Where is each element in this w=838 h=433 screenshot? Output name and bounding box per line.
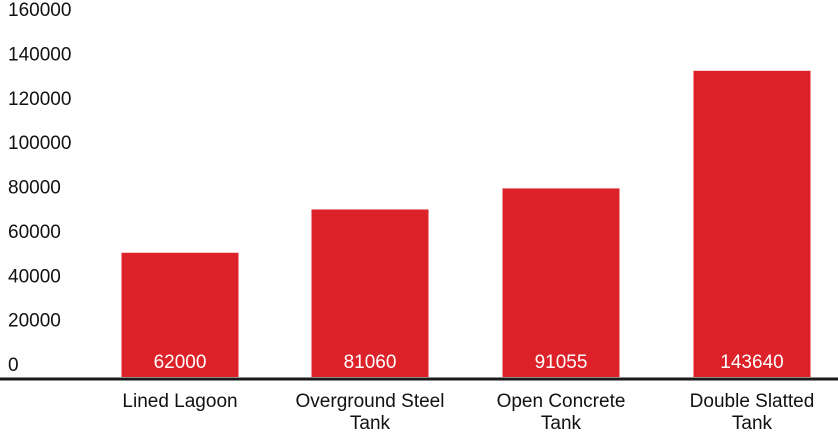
y-axis-ticks: 0 20000 40000 60000 80000 100000 120000 140000 1… [8, 0, 71, 376]
x-tick-label: Double Slatted Tank [690, 391, 815, 433]
x-tick-label-line: Overground Steel [296, 391, 445, 412]
x-tick-label: Overground Steel Tank [296, 391, 445, 433]
bars-group [121, 70, 811, 377]
y-tick-label: 160000 [8, 0, 71, 21]
data-labels-group: 62000 81060 91055 143640 [154, 352, 784, 373]
y-tick-label: 0 [8, 355, 19, 376]
x-tick-label: Lined Lagoon [122, 391, 237, 412]
bar [693, 70, 811, 377]
x-tick-label: Open Concrete Tank [497, 391, 626, 433]
y-tick-label: 140000 [8, 44, 71, 65]
y-tick-label: 40000 [8, 266, 61, 287]
bar-data-label: 143640 [720, 352, 783, 373]
x-tick-label-line: Tank [732, 413, 773, 433]
bar [502, 188, 620, 377]
y-tick-label: 80000 [8, 178, 61, 199]
bar-data-label: 91055 [535, 352, 588, 373]
bar-data-label: 62000 [154, 352, 207, 373]
x-tick-label-line: Open Concrete [497, 391, 626, 412]
y-tick-label: 20000 [8, 311, 61, 332]
bar [311, 209, 429, 377]
y-tick-label: 120000 [8, 89, 71, 110]
bar [121, 252, 239, 377]
x-tick-label-line: Double Slatted [690, 391, 815, 412]
y-tick-label: 100000 [8, 133, 71, 154]
x-tick-label-line: Tank [350, 413, 391, 433]
y-tick-label: 60000 [8, 222, 61, 243]
x-tick-label-line: Tank [541, 413, 582, 433]
bar-data-label: 81060 [344, 352, 397, 373]
x-tick-label-line: Lined Lagoon [122, 391, 237, 412]
